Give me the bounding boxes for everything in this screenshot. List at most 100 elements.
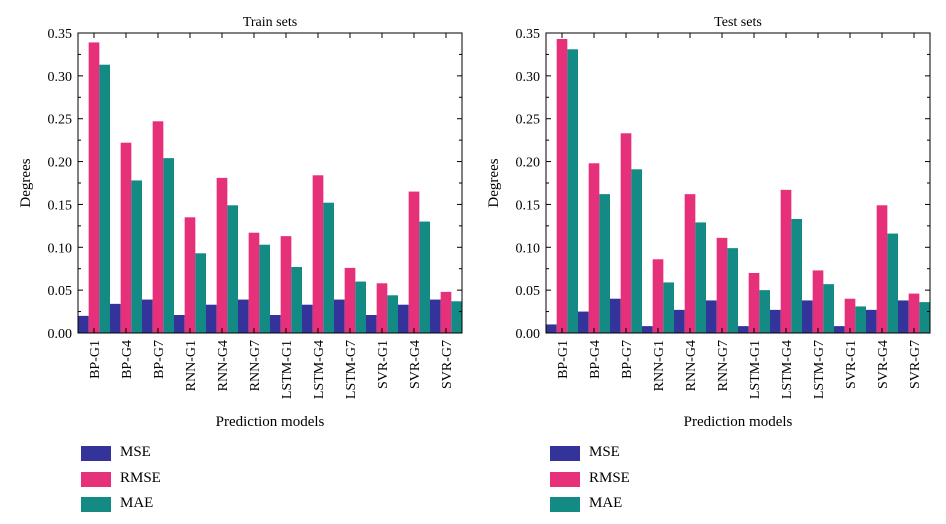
x-tick-label-bp-g4: BP-G4 [588,340,603,379]
y-tick-label: 0.20 [516,156,541,171]
bar-mae-lstm-g7 [355,281,366,333]
bar-mae-svr-g7 [451,301,462,333]
bar-rmse-rnn-g1 [184,217,196,333]
bar-mae-lstm-g4 [323,202,334,333]
bar-mse-bp-g4 [110,303,121,333]
chart-test-sets: 0.00 0.05 0.10 0.15 0.20 0.25 0.30 0.35 BP-G1 BP-… [486,15,931,430]
bar-mse-lstm-g7 [334,299,345,333]
bar-mse-rnn-g4 [674,309,685,333]
y-tick-label: 0.05 [48,284,73,299]
x-tick-label-rnn-g4: RNN-G4 [216,340,231,391]
bar-mae-lstm-g4 [791,219,802,333]
bar-rmse-lstm-g7 [812,270,824,333]
legend-swatch-mse [81,446,111,461]
bar-mae-rnn-g4 [227,205,238,333]
bar-rmse-svr-g1 [376,283,388,333]
legend-swatch-mae [81,497,111,512]
bar-mse-rnn-g1 [642,326,653,333]
y-tick-label: 0.35 [516,27,541,42]
y-tick-label: 0.10 [516,241,541,256]
bar-rmse-svr-g7 [908,293,920,333]
y-tick-label: 0.15 [48,198,73,213]
x-tick-label-bp-g7: BP-G7 [152,340,167,379]
bar-mae-bp-g1 [567,49,578,333]
x-tick-label-rnn-g1: RNN-G1 [184,340,199,391]
x-tick-label-bp-g1: BP-G1 [88,340,103,379]
legend-label-rmse: RMSE [120,470,161,486]
bar-mse-svr-g7 [430,299,441,333]
legend-swatch-rmse [81,472,111,487]
x-tick-label-bp-g4: BP-G4 [120,340,135,379]
bar-mae-svr-g4 [419,221,430,333]
bar-mae-svr-g1 [387,295,398,333]
x-tick-label-svr-g7: SVR-G7 [908,340,923,389]
chart-train-sets: 0.00 0.05 0.10 0.15 0.20 0.25 0.30 0.35 BP-G1 BP-… [18,15,463,430]
legend-swatch-rmse [550,472,580,487]
bar-rmse-svr-g4 [408,191,420,333]
bar-mae-lstm-g1 [291,267,302,333]
y-tick-label: 0.00 [48,327,73,342]
x-tick-label-lstm-g7: LSTM-G7 [812,340,827,399]
bar-mse-lstm-g7 [802,300,813,333]
bar-mae-bp-g4 [599,194,610,333]
bar-mse-lstm-g4 [302,304,313,333]
y-tick-label: 0.35 [48,27,73,42]
y-tick-label: 0.25 [516,113,541,128]
x-tick-label-svr-g1: SVR-G1 [376,340,391,389]
y-axis-label: Degrees [486,158,502,207]
bar-rmse-bp-g7 [152,121,164,333]
legend-label-mae: MAE [589,495,623,511]
legend-swatch-mse [550,446,580,461]
bar-mae-rnn-g7 [727,248,738,333]
bar-mse-svr-g1 [366,315,377,333]
bar-mae-svr-g1 [855,306,866,333]
bar-rmse-rnn-g4 [684,194,696,333]
bar-mse-bp-g7 [142,299,153,333]
x-tick-label-lstm-g1: LSTM-G1 [748,340,763,399]
bar-mae-rnn-g7 [259,244,270,333]
y-axis-label: Degrees [18,158,34,207]
bar-rmse-lstm-g1 [280,236,292,333]
bar-mse-rnn-g7 [706,300,717,333]
bar-rmse-svr-g7 [440,291,452,333]
bar-mse-rnn-g7 [238,299,249,333]
bar-mae-bp-g7 [163,158,174,333]
bar-mse-svr-g1 [834,326,845,333]
bar-rmse-lstm-g7 [344,267,356,333]
bar-mse-bp-g4 [578,311,589,333]
bar-rmse-bp-g1 [556,39,568,333]
x-tick-label-lstm-g4: LSTM-G4 [780,340,795,399]
bar-mse-bp-g1 [78,315,89,333]
legend-train: MSE RMSE MAE [81,444,281,515]
chart-title: Train sets [243,15,297,30]
bar-mae-bp-g7 [631,169,642,333]
bar-mae-bp-g4 [131,180,142,333]
bar-mse-rnn-g1 [174,315,185,333]
bar-mae-rnn-g1 [663,282,674,333]
legend-label-mse: MSE [120,444,151,460]
bar-rmse-bp-g4 [588,163,600,333]
bar-rmse-bp-g7 [620,133,632,333]
bar-mse-svr-g7 [898,300,909,333]
bar-mae-svr-g4 [887,233,898,333]
bar-rmse-bp-g4 [120,142,132,333]
bar-mse-bp-g7 [610,298,621,333]
x-axis-label: Prediction models [216,414,325,430]
y-tick-label: 0.25 [48,113,73,128]
bar-rmse-lstm-g4 [312,175,324,333]
bar-mae-bp-g1 [99,64,110,334]
bar-rmse-svr-g4 [876,205,888,333]
y-tick-label: 0.05 [516,284,541,299]
y-tick-label: 0.00 [516,327,541,342]
bar-mse-svr-g4 [866,309,877,333]
bar-mse-svr-g4 [398,304,409,333]
bar-mse-lstm-g1 [738,326,749,333]
legend-label-mse: MSE [589,444,620,460]
bar-mse-lstm-g4 [770,309,781,333]
x-tick-label-lstm-g4: LSTM-G4 [312,340,327,399]
legend-label-rmse: RMSE [589,470,630,486]
x-tick-label-bp-g7: BP-G7 [620,340,635,379]
x-tick-label-rnn-g7: RNN-G7 [716,340,731,391]
bar-mae-rnn-g1 [195,253,206,333]
